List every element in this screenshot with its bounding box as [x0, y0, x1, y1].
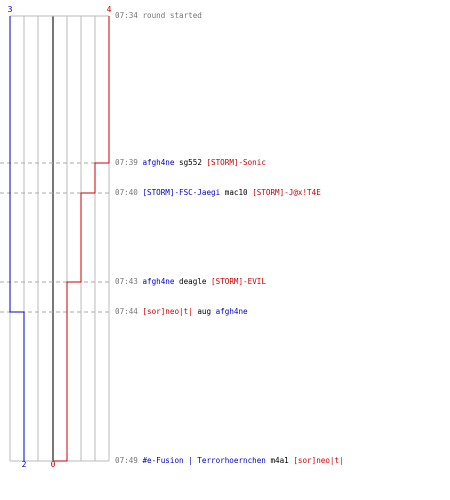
- player-name: afgh4ne: [142, 158, 175, 167]
- event-message: round started: [142, 11, 202, 20]
- player-name: afgh4ne: [215, 307, 248, 316]
- event-row: 07:39 afgh4ne sg552 [STORM]-Sonic: [115, 158, 266, 168]
- weapon-name: m4a1: [270, 456, 289, 465]
- event-row: 07:44 [sor]neo|t| aug afgh4ne: [115, 307, 248, 317]
- weapon-name: mac10: [224, 188, 248, 197]
- event-row: 07:49 #e-Fusion | Terrorhoernchen m4a1 […: [115, 456, 344, 466]
- player-name: [STORM]-Sonic: [206, 158, 266, 167]
- event-time: 07:49: [115, 456, 138, 465]
- player-name: [STORM]-EVIL: [211, 277, 266, 286]
- red-end-count: 0: [51, 460, 56, 469]
- player-name: afgh4ne: [142, 277, 175, 286]
- event-row: 07:40 [STORM]-FSC-Jaegi mac10 [STORM]-J@…: [115, 188, 321, 198]
- event-row: 07:43 afgh4ne deagle [STORM]-EVIL: [115, 277, 266, 287]
- weapon-name: sg552: [179, 158, 202, 167]
- weapon-name: aug: [197, 307, 212, 316]
- blue-team-alive-line: [9, 16, 25, 461]
- red-team-alive-line: [53, 16, 110, 462]
- event-time: 07:44: [115, 307, 138, 316]
- event-row: 07:34 round started: [115, 11, 202, 21]
- event-time: 07:39: [115, 158, 138, 167]
- player-grid: [9, 15, 110, 462]
- red-start-count: 4: [107, 5, 112, 14]
- blue-end-count: 2: [22, 460, 27, 469]
- weapon-name: deagle: [179, 277, 207, 286]
- event-time: 07:40: [115, 188, 138, 197]
- event-time: 07:43: [115, 277, 138, 286]
- event-time: 07:34: [115, 11, 138, 20]
- player-name: [sor]neo|t|: [293, 456, 344, 465]
- player-name: [STORM]-J@x!T4E: [252, 188, 321, 197]
- player-name: [sor]neo|t|: [142, 307, 193, 316]
- blue-start-count: 3: [8, 5, 13, 14]
- player-name: #e-Fusion | Terrorhoernchen: [142, 456, 266, 465]
- player-name: [STORM]-FSC-Jaegi: [142, 188, 221, 197]
